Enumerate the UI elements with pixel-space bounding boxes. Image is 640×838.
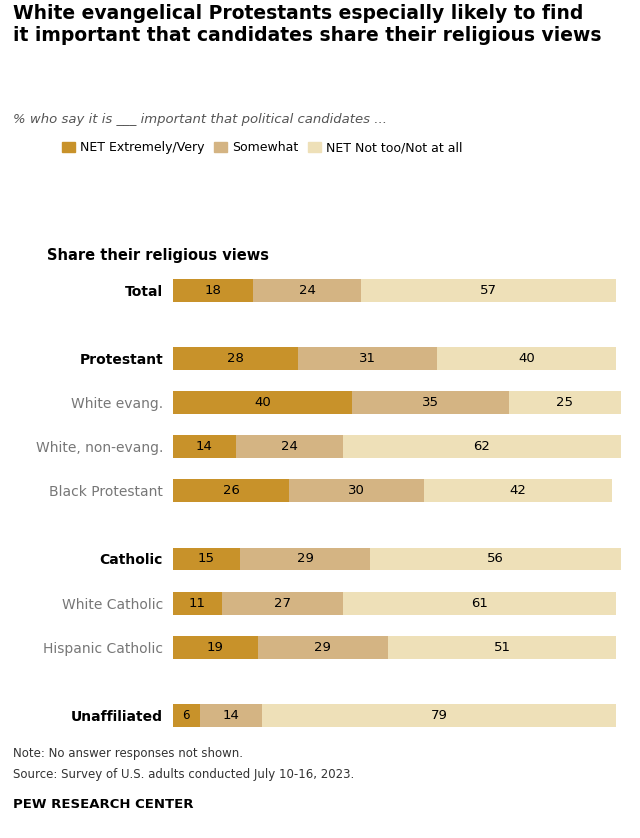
Text: 79: 79 [431,709,448,722]
Text: 24: 24 [281,440,298,453]
Text: 57: 57 [480,284,497,297]
Bar [509,391,621,414]
Text: 40: 40 [518,352,535,365]
Text: 28: 28 [227,352,244,365]
Text: 25: 25 [556,396,573,409]
Text: 29: 29 [314,640,332,654]
Text: PEW RESEARCH CENTER: PEW RESEARCH CENTER [13,798,193,811]
Bar [240,547,370,571]
Bar [289,479,424,502]
Text: 31: 31 [359,352,376,365]
Bar [352,391,509,414]
Text: Source: Survey of U.S. adults conducted July 10-16, 2023.: Source: Survey of U.S. adults conducted … [13,768,354,782]
Text: 18: 18 [205,284,221,297]
Text: 62: 62 [474,440,490,453]
Text: 14: 14 [223,709,239,722]
Text: % who say it is ___ important that political candidates ...: % who say it is ___ important that polit… [13,113,387,127]
Bar [361,279,616,302]
Bar [343,435,621,458]
Bar [253,279,361,302]
Text: 29: 29 [296,552,314,566]
Text: 40: 40 [254,396,271,409]
Bar [388,636,616,659]
Bar [370,547,621,571]
Text: White evangelical Protestants especially likely to find
it important that candid: White evangelical Protestants especially… [13,4,602,45]
Text: 42: 42 [509,484,526,497]
Bar [298,347,437,370]
Bar [343,592,616,614]
Bar [173,391,352,414]
Bar [173,636,258,659]
Text: Note: No answer responses not shown.: Note: No answer responses not shown. [13,747,243,761]
Text: 35: 35 [422,396,439,409]
Text: 27: 27 [274,597,291,609]
Text: 61: 61 [471,597,488,609]
Text: 14: 14 [196,440,212,453]
Text: 51: 51 [493,640,511,654]
Bar [424,479,612,502]
Text: 15: 15 [198,552,215,566]
Bar [173,704,200,727]
Bar [173,279,253,302]
Text: 11: 11 [189,597,206,609]
Bar [262,704,616,727]
Bar [236,435,343,458]
Text: 19: 19 [207,640,224,654]
Text: 6: 6 [182,709,190,722]
Bar [173,347,298,370]
Bar [173,592,222,614]
Bar [222,592,343,614]
Bar [173,479,289,502]
Legend: NET Extremely/Very, Somewhat, NET Not too/Not at all: NET Extremely/Very, Somewhat, NET Not to… [58,136,467,159]
Text: 56: 56 [487,552,504,566]
Bar [258,636,388,659]
Bar [173,547,240,571]
Text: 26: 26 [223,484,239,497]
Bar [200,704,262,727]
Text: Share their religious views: Share their religious views [47,248,269,263]
Text: 24: 24 [299,284,316,297]
Bar [437,347,616,370]
Bar [173,435,236,458]
Text: 30: 30 [348,484,365,497]
